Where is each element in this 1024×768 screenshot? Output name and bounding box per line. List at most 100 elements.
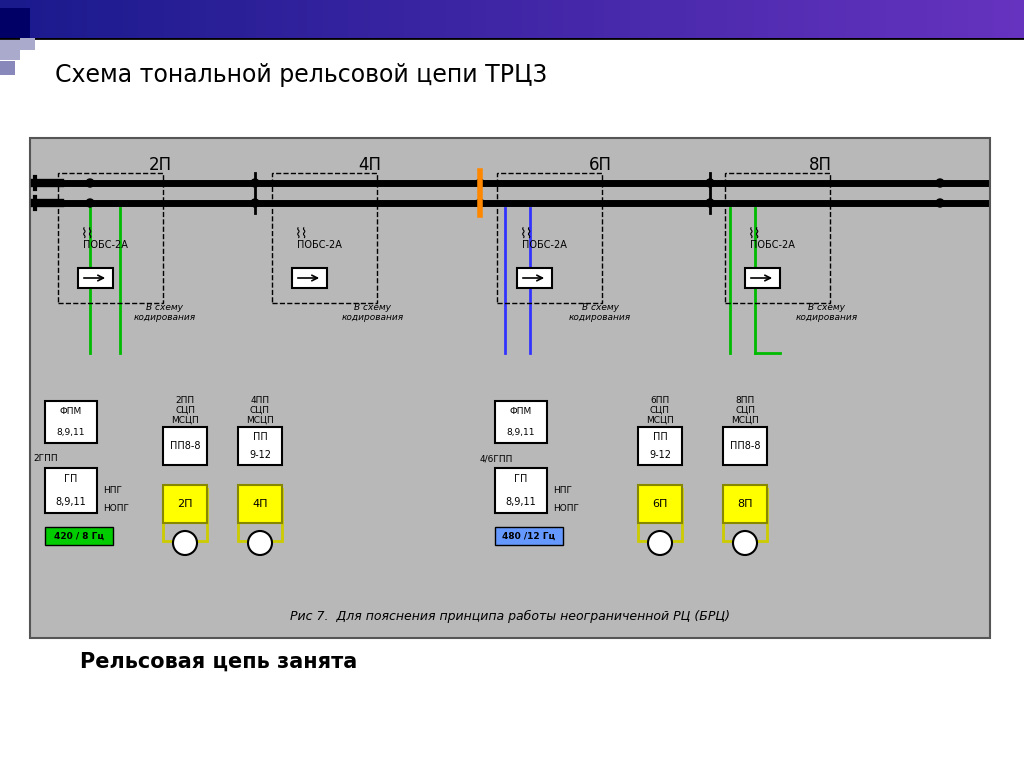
Text: ⌇⌇: ⌇⌇ [81, 227, 94, 241]
Text: МСЦП: МСЦП [731, 416, 759, 425]
Bar [860, 0, 865, 38]
Bar [901, 0, 906, 38]
Text: В схему
кодирования: В схему кодирования [134, 303, 196, 323]
Bar [0, 8, 30, 38]
Bar [579, 0, 584, 38]
Bar [317, 0, 323, 38]
Bar [988, 0, 993, 38]
Bar [732, 0, 737, 38]
Bar [876, 0, 881, 38]
Bar [532, 0, 538, 38]
Circle shape [251, 179, 259, 187]
Bar [154, 0, 159, 38]
Bar [522, 0, 527, 38]
Bar [445, 0, 451, 38]
Bar [123, 0, 128, 38]
Bar [374, 0, 379, 38]
Bar [163, 427, 207, 465]
Bar [333, 0, 338, 38]
Bar [881, 0, 886, 38]
Bar [238, 427, 282, 465]
Bar [589, 0, 594, 38]
Bar [128, 0, 133, 38]
Text: В схему
кодирования: В схему кодирования [796, 303, 858, 323]
Bar [236, 0, 241, 38]
Bar [686, 0, 691, 38]
Bar [753, 0, 758, 38]
Bar [645, 0, 650, 38]
Bar [220, 0, 225, 38]
Bar [573, 0, 579, 38]
Bar [31, 0, 36, 38]
Bar [435, 0, 440, 38]
Bar [282, 0, 287, 38]
Bar [271, 0, 276, 38]
Bar [163, 485, 207, 523]
Text: ПП: ПП [652, 432, 668, 442]
Bar [840, 0, 845, 38]
Text: МСЦП: МСЦП [246, 416, 273, 425]
Bar [195, 0, 200, 38]
Bar [0, 61, 15, 75]
Bar [638, 485, 682, 523]
Bar [758, 0, 763, 38]
Bar [896, 0, 901, 38]
Bar [722, 0, 727, 38]
Bar [947, 0, 952, 38]
Bar [548, 0, 553, 38]
Bar [338, 0, 343, 38]
Text: В схему
кодирования: В схему кодирования [342, 303, 404, 323]
Bar [159, 0, 164, 38]
Bar [118, 0, 123, 38]
Bar [45, 401, 97, 443]
Text: 2П: 2П [177, 499, 193, 509]
Bar [799, 0, 804, 38]
Bar [0, 0, 1024, 38]
Text: 6П: 6П [589, 156, 611, 174]
Bar [1019, 0, 1024, 38]
Bar [272, 173, 377, 303]
Bar [568, 0, 573, 38]
Text: В схему
кодирования: В схему кодирования [569, 303, 631, 323]
Bar [451, 0, 456, 38]
Bar [707, 0, 712, 38]
Text: 6ПП: 6ПП [650, 396, 670, 405]
Bar [691, 0, 696, 38]
Bar [77, 0, 82, 38]
Bar [97, 0, 102, 38]
Bar [307, 0, 312, 38]
Bar [701, 0, 707, 38]
Bar [251, 0, 256, 38]
Bar [45, 468, 97, 513]
Bar [594, 0, 599, 38]
Bar [620, 0, 625, 38]
Bar [742, 0, 748, 38]
Bar [215, 0, 220, 38]
Bar [440, 0, 445, 38]
Bar [266, 0, 271, 38]
Text: СЦП: СЦП [650, 406, 670, 415]
Bar [671, 0, 676, 38]
Bar [640, 0, 645, 38]
Bar [723, 427, 767, 465]
Bar [292, 0, 297, 38]
Text: ГП: ГП [514, 475, 527, 485]
Bar [471, 0, 476, 38]
Bar [425, 0, 430, 38]
Bar [968, 0, 973, 38]
Bar [41, 0, 46, 38]
Bar [855, 0, 860, 38]
Bar [814, 0, 819, 38]
Bar [495, 527, 563, 545]
Bar [819, 0, 824, 38]
Bar [512, 0, 517, 38]
Bar [26, 0, 31, 38]
Text: НОПГ: НОПГ [103, 504, 129, 513]
Circle shape [86, 179, 94, 187]
Bar [942, 0, 947, 38]
Bar [102, 0, 108, 38]
Bar [238, 489, 282, 541]
Bar [927, 0, 932, 38]
Bar [174, 0, 179, 38]
Bar [829, 0, 835, 38]
